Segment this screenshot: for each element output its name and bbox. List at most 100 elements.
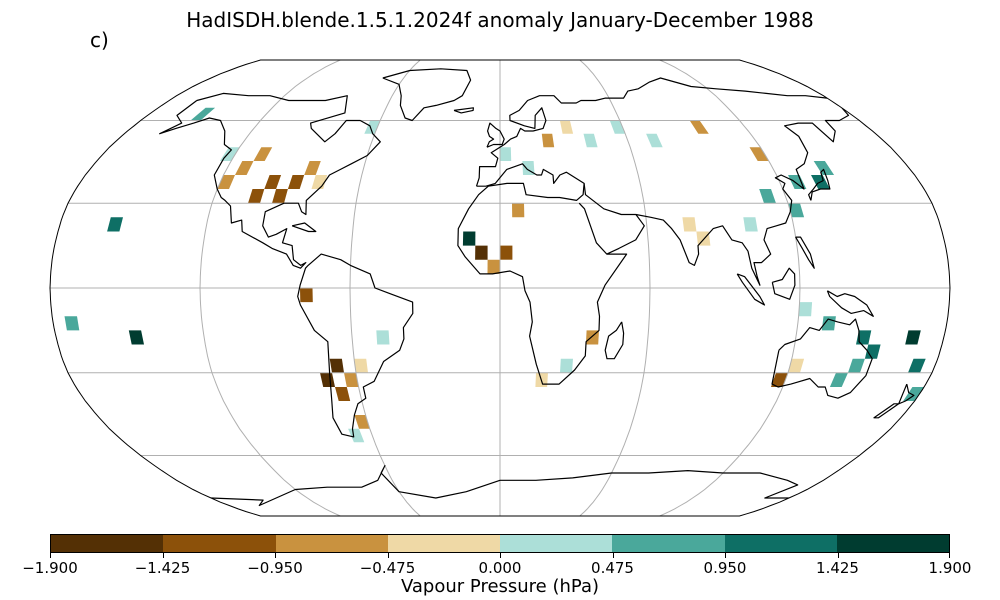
colorbar-tick-label: −0.950 (247, 559, 303, 577)
anomaly-cell (541, 133, 555, 148)
anomaly-cell (689, 120, 709, 134)
coastline (297, 253, 414, 438)
anomaly-cell (107, 217, 123, 232)
map-panel (49, 59, 951, 517)
anomaly-cell (813, 161, 835, 175)
anomaly-cell (335, 387, 351, 401)
colorbar-tick-label: −1.900 (22, 559, 78, 577)
coastline (604, 321, 625, 360)
anomaly-cell (743, 217, 758, 232)
coastline (736, 273, 766, 306)
coastline (382, 68, 472, 122)
colorbar-segment (836, 535, 949, 552)
anomaly-cell (560, 358, 573, 373)
coastline (486, 122, 505, 148)
coastline (211, 465, 799, 507)
anomaly-cell (311, 175, 328, 189)
coastlines (159, 68, 915, 507)
anomaly-cell (264, 175, 282, 189)
anomaly-cell (354, 358, 368, 373)
colorbar-tick-label: −1.425 (134, 559, 191, 577)
anomaly-cell (759, 189, 776, 204)
anomaly-cell (128, 330, 144, 345)
anomaly-cell (829, 372, 848, 387)
colorbar-segment (163, 535, 276, 552)
colorbar-tick-label: 1.425 (816, 559, 859, 577)
anomaly-cell (344, 372, 359, 387)
anomaly-cell (583, 133, 598, 148)
anomaly-cell (788, 358, 805, 373)
anomaly-cell (248, 189, 265, 204)
anomaly-cell (376, 330, 390, 345)
colorbar-segment (275, 535, 388, 552)
anomaly-cell (903, 387, 925, 401)
colorbar-tick (500, 553, 501, 558)
colorbar-tick-label: 1.900 (928, 559, 972, 577)
colorbar-ticks (50, 553, 950, 561)
colorbar-segment (387, 535, 500, 552)
coastline (453, 107, 474, 114)
anomaly-cell (500, 245, 513, 260)
anomaly-cell (848, 358, 865, 373)
panel-label: c) (90, 28, 109, 52)
anomaly-cell (609, 120, 626, 134)
colorbar-tick-label: −0.475 (359, 559, 416, 577)
colorbar-label: Vapour Pressure (hPa) (400, 576, 600, 597)
coastline (808, 168, 831, 201)
anomaly-cell (348, 428, 365, 443)
coastline (475, 77, 828, 187)
anomaly-cell (190, 107, 216, 121)
colorbar-tick (837, 553, 839, 558)
colorbar (50, 534, 950, 553)
anomaly-cell (487, 259, 500, 274)
anomaly-cell (908, 358, 926, 373)
anomaly-cell (559, 120, 574, 134)
anomaly-cell (788, 175, 807, 189)
colorbar-tick (612, 553, 614, 558)
anomaly-cell (798, 302, 813, 317)
anomaly-cell (749, 147, 769, 161)
anomaly-cell (856, 330, 872, 345)
coastline (771, 318, 873, 399)
anomaly-cell (320, 372, 335, 387)
anomaly-cell (300, 288, 313, 303)
colorbar-tick (162, 553, 164, 558)
colorbar-tick-label: 0.950 (703, 559, 747, 577)
coastline (291, 222, 317, 233)
coastline (873, 383, 915, 419)
colorbar-segment (612, 535, 725, 552)
colorbar-tick (275, 553, 276, 558)
colorbar-tick-label: 0.000 (478, 559, 522, 577)
anomaly-cell (235, 161, 254, 175)
anomaly-cell (864, 344, 881, 359)
anomaly-cell (646, 133, 663, 148)
anomaly-cell (272, 189, 288, 204)
colorbar-tick-labels: −1.900 −1.425 −0.950 −0.475 0.000 0.475 0.950 1… (22, 559, 971, 577)
coastline (826, 290, 874, 317)
map-border (49, 59, 951, 517)
anomaly-cell (304, 161, 321, 175)
colorbar-tick (725, 553, 726, 558)
anomaly-cell (500, 147, 512, 161)
coastline (771, 267, 796, 300)
anomaly-cell (821, 316, 836, 331)
anomaly-cell (364, 120, 381, 134)
anomaly-cell (475, 245, 488, 260)
anomaly-cell (788, 203, 805, 218)
anomaly-cell (64, 316, 80, 331)
coastline (457, 163, 628, 385)
colorbar-tick (949, 553, 950, 558)
anomaly-cell (905, 330, 921, 345)
anomaly-cell (682, 217, 697, 232)
anomaly-cell (462, 231, 476, 246)
colorbar-segment (51, 535, 164, 552)
colorbar-tick (387, 553, 389, 558)
coastline (159, 92, 381, 269)
colorbar-segment (724, 535, 837, 552)
anomaly-cell (354, 415, 370, 429)
chart-title: HadISDH.blende.1.5.1.2024f anomaly Janua… (186, 8, 814, 32)
anomaly-cell (512, 203, 525, 218)
graticule (50, 60, 950, 516)
anomaly-cell (253, 147, 273, 161)
colorbar-tick (50, 553, 51, 558)
